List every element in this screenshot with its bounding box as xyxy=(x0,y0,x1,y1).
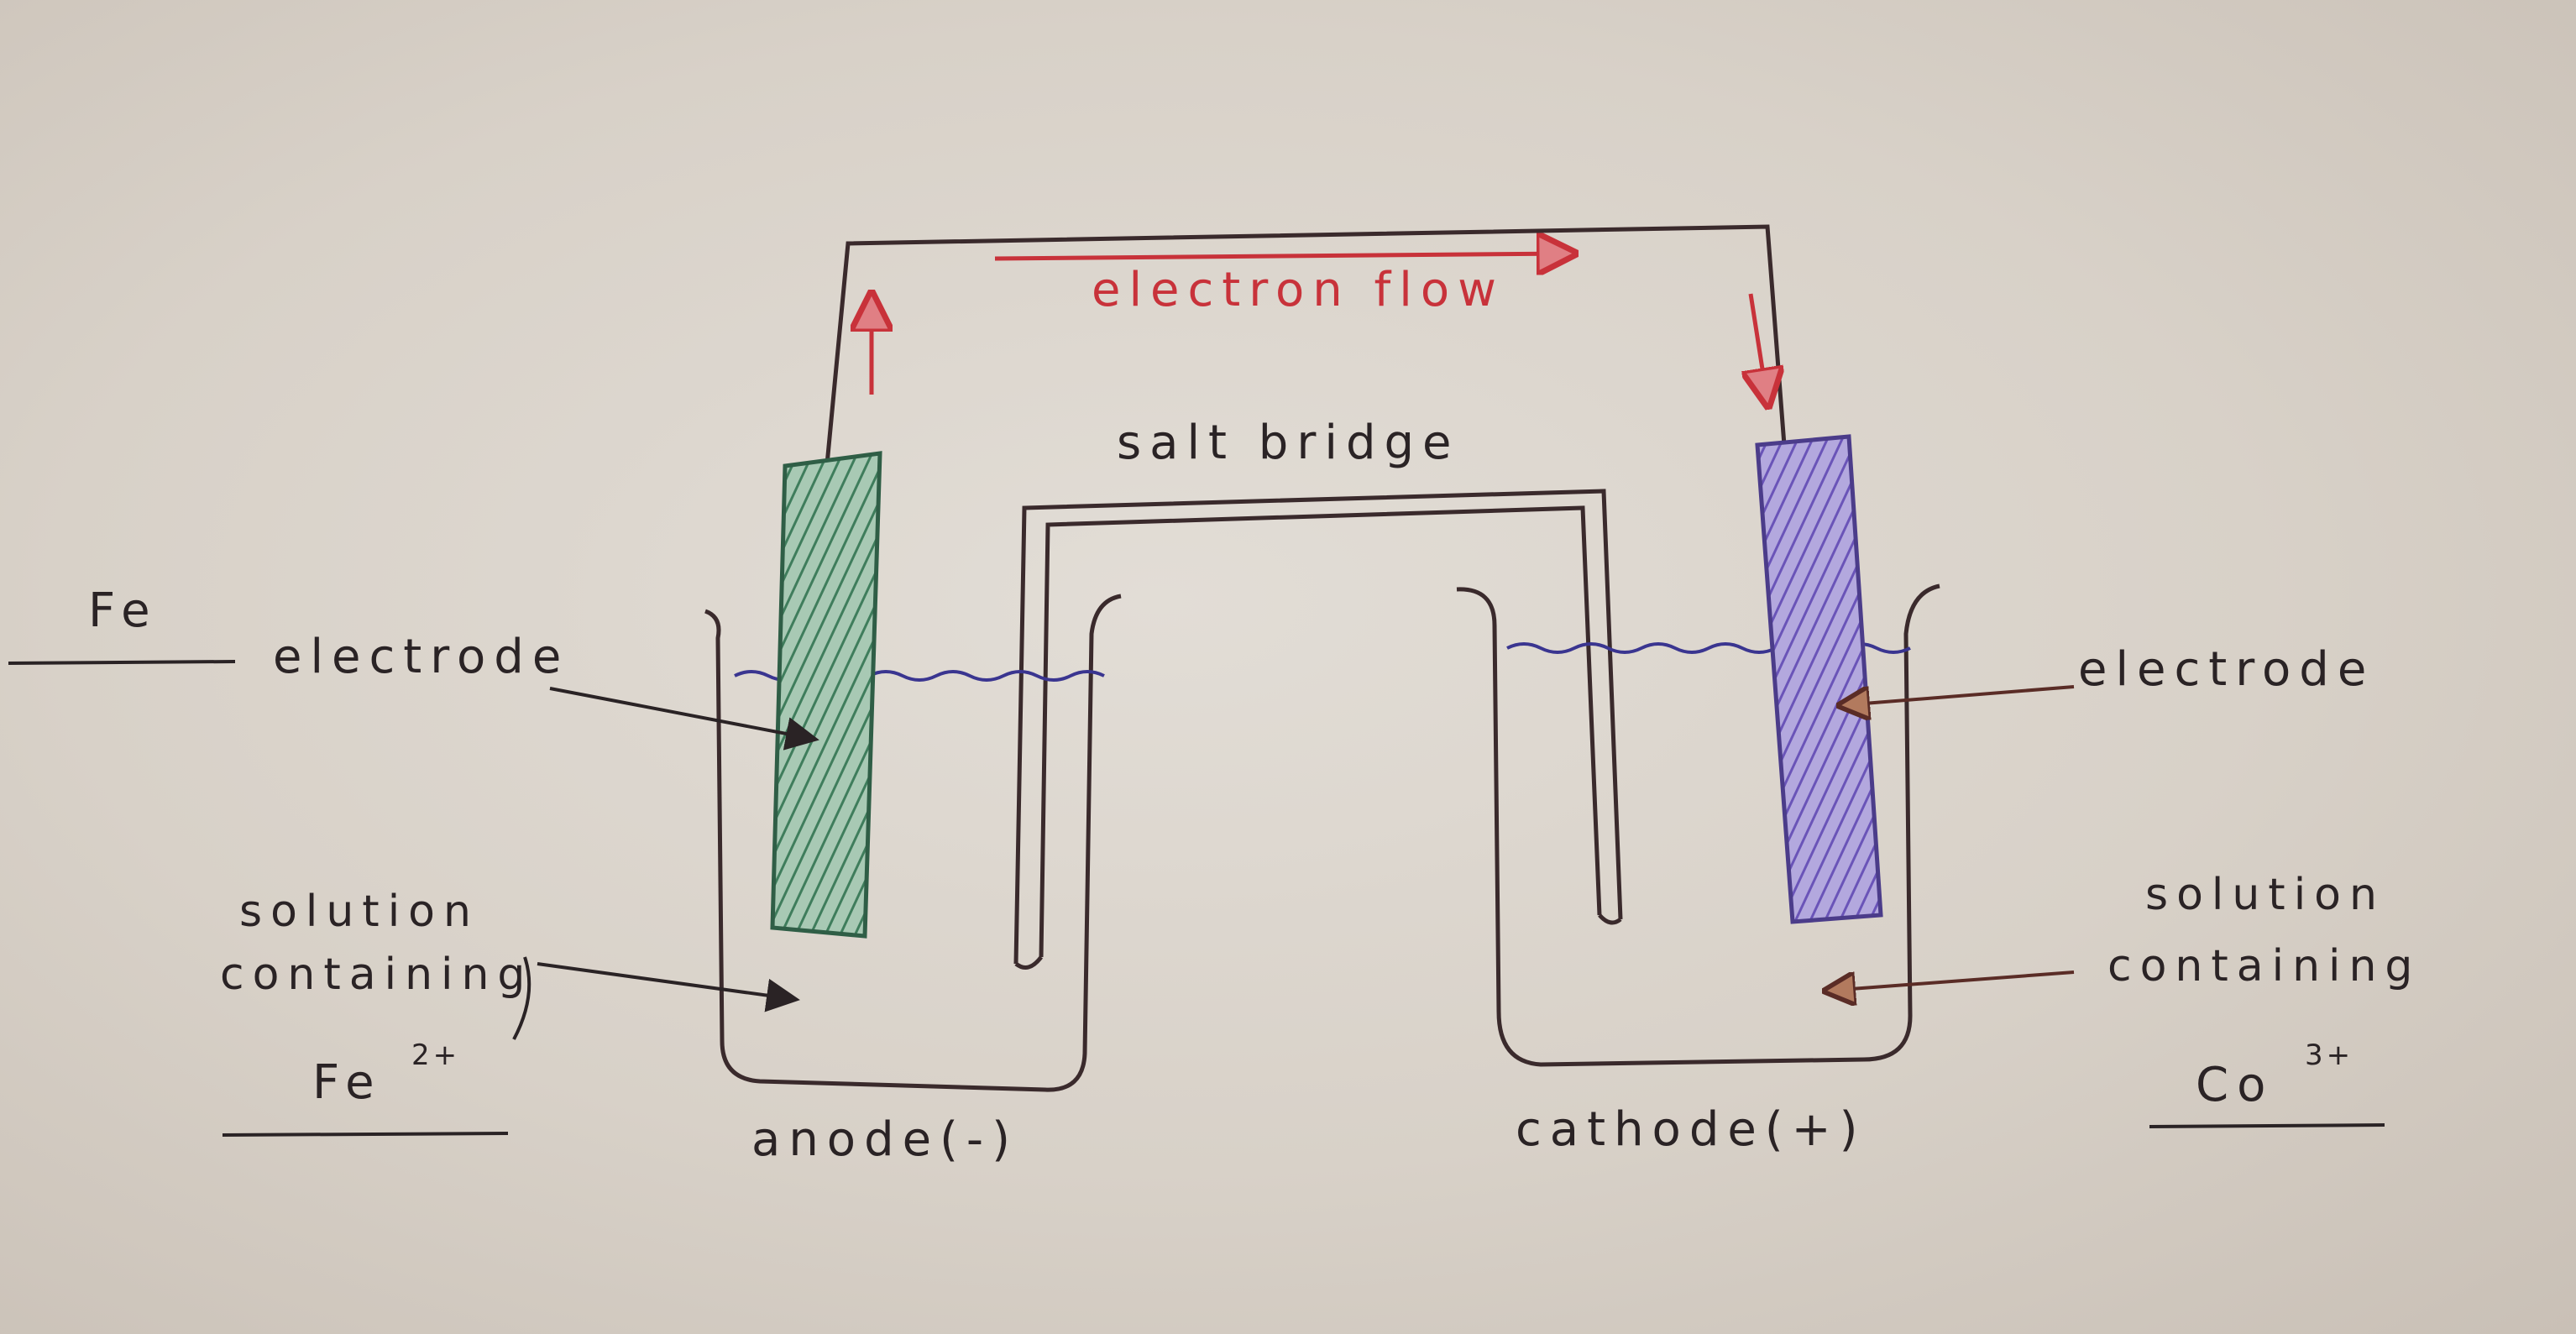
salt-bridge-outer xyxy=(1013,489,1623,965)
salt-bridge-inner xyxy=(1039,505,1602,958)
electron-flow-arrow-down xyxy=(1751,293,1767,401)
cathode-beaker xyxy=(1456,583,1940,1067)
external-wire xyxy=(825,224,1787,465)
electron-flow-label: electron flow xyxy=(1092,263,1505,317)
cathode-label: cathode(+) xyxy=(1516,1102,1867,1157)
left-ion-symbol: Fe xyxy=(312,1055,383,1110)
salt-bridge-left-end xyxy=(1014,955,1043,970)
right-solution-label-line1: solution xyxy=(2145,870,2385,920)
left-ion-charge: 2+ xyxy=(411,1038,461,1072)
right-electrode-pointer xyxy=(1843,685,2075,705)
right-solution-pointer xyxy=(1829,970,2075,991)
anode-label: anode(-) xyxy=(751,1112,1018,1167)
left-electrode-pointer xyxy=(549,687,819,751)
right-ion-charge: 3+ xyxy=(2305,1038,2354,1072)
salt-bridge-label: salt bridge xyxy=(1117,416,1460,470)
left-solution-label-line2: containing xyxy=(220,949,534,1000)
fe-ion-underline xyxy=(222,1132,509,1137)
right-solution-label-line2: containing xyxy=(2107,941,2422,991)
salt-bridge-right-end xyxy=(1598,913,1622,925)
left-electrode-label: electrode xyxy=(273,630,570,684)
right-ion-symbol: Co xyxy=(2196,1058,2275,1112)
fe-underline xyxy=(8,660,236,665)
anode-beaker xyxy=(704,594,1122,1092)
left-solution-brace xyxy=(512,956,531,1040)
anode-electrode xyxy=(770,451,882,939)
right-electrode-label: electrode xyxy=(2078,642,2375,697)
electron-flow-arrow-right xyxy=(994,254,1570,259)
left-metal-label: Fe xyxy=(88,583,159,638)
left-solution-pointer xyxy=(537,962,800,1012)
left-solution-label-line1: solution xyxy=(239,887,479,937)
co-ion-underline xyxy=(2149,1123,2385,1128)
cathode-electrode xyxy=(1755,434,1883,924)
